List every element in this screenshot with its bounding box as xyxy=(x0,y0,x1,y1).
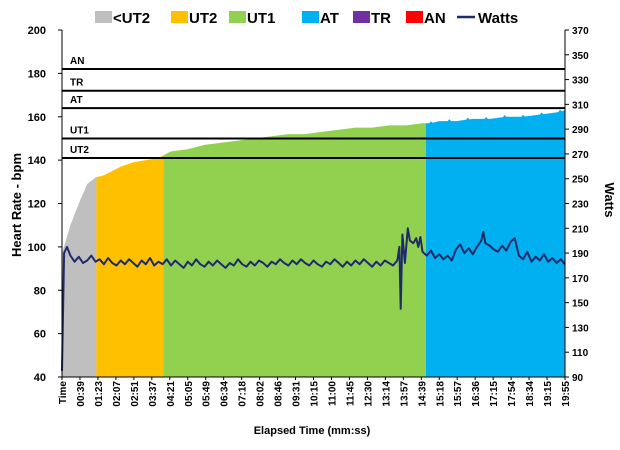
x-tick-label: 11:45 xyxy=(345,381,356,406)
x-tick-label: 02:07 xyxy=(112,381,123,407)
legend-label-4: TR xyxy=(371,10,391,27)
zone-area-at xyxy=(425,109,565,377)
y2-tick-label: 150 xyxy=(572,299,589,310)
x-tick-label: 16:36 xyxy=(471,381,482,407)
legend-label-3: AT xyxy=(320,10,339,27)
zone-areas xyxy=(62,109,565,377)
y-tick-label: 200 xyxy=(28,25,46,37)
x-tick-label: 13:14 xyxy=(381,381,392,407)
x-tick-label: 19:55 xyxy=(561,381,572,407)
y2-tick-label: 170 xyxy=(572,274,589,285)
x-tick-label: 07:18 xyxy=(238,381,249,407)
y2-tick-label: 330 xyxy=(572,76,589,87)
y-tick-label: 40 xyxy=(34,372,46,384)
legend-label-6: Watts xyxy=(478,10,518,27)
legend-swatch-1 xyxy=(171,11,188,23)
x-tick-label: 08:02 xyxy=(256,381,267,407)
x-tick-label: 11:00 xyxy=(328,381,339,406)
y-tick-label: 180 xyxy=(28,68,46,80)
x-tick-label: 15:18 xyxy=(435,381,446,407)
x-tick-label: 02:51 xyxy=(130,381,141,407)
x-tick-label: 14:39 xyxy=(417,381,428,407)
x-tick-label: 17:54 xyxy=(507,381,518,407)
x-axis-title: Elapsed Time (mm:ss) xyxy=(254,425,371,437)
y-tick-label: 80 xyxy=(34,285,46,297)
legend-swatch-0 xyxy=(95,11,112,23)
x-tick-label: 08:46 xyxy=(274,381,285,407)
x-tick-label: Time xyxy=(58,381,69,405)
x-tick-label: 05:05 xyxy=(184,381,195,407)
y2-tick-label: 250 xyxy=(572,175,589,186)
zone-label-at: AT xyxy=(70,95,83,106)
legend-label-5: AN xyxy=(424,10,446,27)
x-tick-label: 13:57 xyxy=(399,381,410,407)
y2-tick-label: 310 xyxy=(572,100,589,111)
legend-swatch-3 xyxy=(302,11,319,23)
y2-tick-label: 90 xyxy=(572,373,584,384)
x-tick-label: 15:57 xyxy=(453,381,464,407)
watts-line-group xyxy=(61,227,566,371)
zone-label-an: AN xyxy=(70,56,84,67)
y2-tick-label: 290 xyxy=(572,125,589,136)
legend-swatch-5 xyxy=(406,11,423,23)
y-tick-label: 160 xyxy=(28,112,46,124)
x-tick-label: 05:49 xyxy=(202,381,213,407)
y2-tick-label: 110 xyxy=(572,348,589,359)
x-tick-label: 01:23 xyxy=(94,381,105,407)
y2-axis-title: Watts xyxy=(602,183,617,218)
zone-lines: AN TR AT UT1 UT2 xyxy=(62,56,565,159)
legend-swatch-4 xyxy=(353,11,370,23)
y-tick-label: 120 xyxy=(28,199,46,211)
x-tick-label: 03:37 xyxy=(148,381,159,407)
x-tick-label: 09:31 xyxy=(292,381,303,407)
x-tick-label: 10:15 xyxy=(310,381,321,407)
zone-area-ut1 xyxy=(163,123,426,377)
zone-label-tr: TR xyxy=(70,78,84,89)
y2-tick-label: 350 xyxy=(572,51,589,62)
x-tick-label: 17:15 xyxy=(489,381,500,407)
y-axis-title: Heart Rate - bpm xyxy=(9,153,24,257)
y2-tick-label: 230 xyxy=(572,200,589,211)
y2-tick-label: 270 xyxy=(572,150,589,161)
y2-tick-label: 210 xyxy=(572,224,589,235)
x-tick-label: 12:30 xyxy=(363,381,374,407)
x-tick-label: 00:39 xyxy=(76,381,87,407)
legend-label-1: UT2 xyxy=(189,10,217,27)
y2-tick-labels: 90 110 130 150 170 190 210 230 250 270 290 310 330 35… xyxy=(565,26,589,384)
zone-label-ut1: UT1 xyxy=(70,125,89,136)
legend-label-2: UT1 xyxy=(247,10,275,27)
y-tick-labels: 40 60 80 100 120 140 160 180 200 xyxy=(28,25,62,384)
legend: <UT2 UT2 UT1 AT TR AN Watts xyxy=(95,10,518,27)
zone-area-lt-ut2 xyxy=(62,177,97,377)
x-tick-label: 06:34 xyxy=(220,381,231,407)
legend-label-0: <UT2 xyxy=(113,10,150,27)
x-tick-label: 04:21 xyxy=(166,381,177,407)
x-tick-label: 19:15 xyxy=(543,381,554,407)
y2-tick-label: 370 xyxy=(572,26,589,37)
y-tick-label: 100 xyxy=(28,242,46,254)
y2-tick-label: 130 xyxy=(572,323,589,334)
zone-area-ut2 xyxy=(96,155,164,377)
zone-label-ut2: UT2 xyxy=(70,145,89,156)
watts-line xyxy=(61,227,566,371)
y2-tick-label: 190 xyxy=(572,249,589,260)
y-tick-label: 60 xyxy=(34,329,46,341)
legend-swatch-2 xyxy=(229,11,246,23)
x-tick-label: 18:34 xyxy=(525,381,536,407)
x-tick-labels: Time 00:39 01:23 02:07 02:51 03:37 04:21 05:05 0… xyxy=(58,377,572,407)
y-tick-label: 140 xyxy=(28,155,46,167)
